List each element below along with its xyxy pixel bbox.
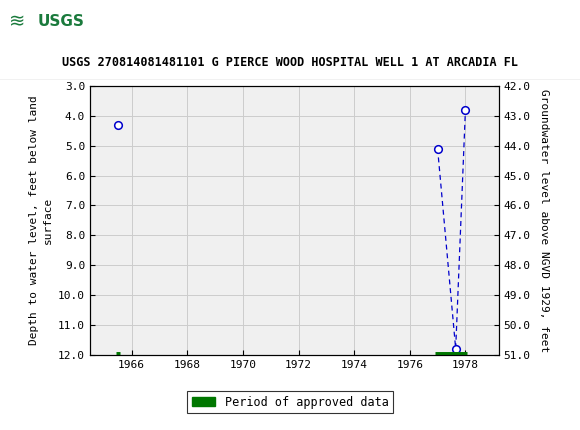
Text: USGS 270814081481101 G PIERCE WOOD HOSPITAL WELL 1 AT ARCADIA FL: USGS 270814081481101 G PIERCE WOOD HOSPI… (62, 56, 518, 69)
Text: ≋: ≋ (9, 12, 25, 31)
FancyBboxPatch shape (3, 2, 119, 43)
Y-axis label: Groundwater level above NGVD 1929, feet: Groundwater level above NGVD 1929, feet (539, 89, 549, 352)
Y-axis label: Depth to water level, feet below land
surface: Depth to water level, feet below land su… (29, 95, 52, 345)
Text: USGS: USGS (38, 14, 85, 29)
Legend: Period of approved data: Period of approved data (187, 391, 393, 413)
